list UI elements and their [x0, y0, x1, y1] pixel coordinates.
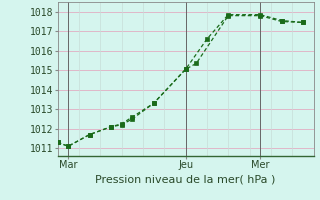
X-axis label: Pression niveau de la mer( hPa ): Pression niveau de la mer( hPa ): [95, 174, 276, 184]
